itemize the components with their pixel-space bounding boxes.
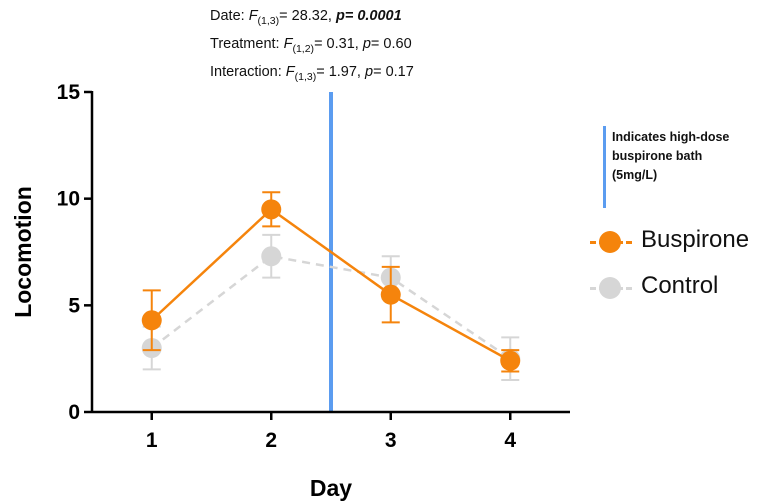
x-tick-label: 1 bbox=[146, 429, 158, 452]
x-tick-label: 4 bbox=[504, 429, 516, 452]
date-stat: Date: F(1,3)= 28.32, p= 0.0001 bbox=[210, 5, 414, 33]
data-point-control bbox=[261, 246, 282, 267]
x-tick-label: 3 bbox=[385, 429, 397, 452]
treatment-stat-df: (1,2) bbox=[292, 42, 315, 55]
legend-label-buspirone: Buspirone bbox=[641, 226, 750, 253]
data-point-buspirone bbox=[141, 310, 162, 331]
date-stat-df: (1,3) bbox=[257, 14, 280, 27]
legend: Buspirone Control bbox=[586, 222, 756, 314]
y-tick-label: 15 bbox=[57, 81, 81, 104]
interaction-stat-p-label: p bbox=[365, 63, 374, 80]
interaction-stat-value: = 1.97, bbox=[316, 63, 365, 80]
treatment-note: Indicates high-dose buspirone bath (5mg/… bbox=[612, 130, 730, 182]
date-stat-p: p= 0.0001 bbox=[335, 8, 402, 24]
y-tick-label: 10 bbox=[57, 188, 80, 211]
treatment-stat-f: F bbox=[283, 35, 293, 52]
series-line-buspirone bbox=[150, 207, 511, 362]
treatment-note-bar bbox=[603, 126, 606, 208]
treatment-stat: Treatment: F(1,2)= 0.31, p= 0.60 bbox=[210, 33, 414, 61]
data-point-buspirone bbox=[261, 199, 282, 220]
data-point-buspirone bbox=[380, 284, 401, 305]
interaction-stat-p-value: = 0.17 bbox=[373, 63, 414, 80]
date-stat-value: = 28.32, bbox=[279, 8, 336, 24]
interaction-stat: Interaction: F(1,3)= 1.97, p= 0.17 bbox=[210, 61, 414, 89]
treatment-stat-p-label: p bbox=[362, 35, 371, 52]
legend-item-buspirone: Buspirone bbox=[586, 222, 756, 268]
date-stat-f: F bbox=[248, 8, 258, 24]
interaction-stat-df: (1,3) bbox=[294, 70, 317, 83]
legend-label-control: Control bbox=[641, 272, 719, 299]
treatment-stat-prefix: Treatment: bbox=[210, 35, 284, 52]
treatment-stat-p-value: = 0.60 bbox=[370, 35, 412, 52]
interaction-stat-prefix: Interaction: bbox=[210, 63, 286, 80]
x-tick-label: 2 bbox=[265, 429, 277, 452]
treatment-stat-value: = 0.31, bbox=[314, 35, 363, 52]
series-line-control bbox=[150, 254, 511, 360]
statistics-annotation: Date: F(1,3)= 28.32, p= 0.0001 Treatment… bbox=[210, 5, 414, 89]
legend-marker-control bbox=[599, 277, 621, 299]
data-point-buspirone bbox=[500, 350, 521, 371]
y-tick-label: 0 bbox=[68, 401, 80, 424]
x-axis-label: Day bbox=[310, 475, 352, 501]
y-tick-label: 5 bbox=[68, 294, 80, 317]
legend-marker-buspirone bbox=[599, 231, 621, 253]
legend-item-control: Control bbox=[586, 268, 756, 314]
y-axis-label: Locomotion bbox=[10, 186, 36, 318]
date-stat-prefix: Date: bbox=[210, 8, 249, 24]
interaction-stat-f: F bbox=[285, 63, 295, 80]
